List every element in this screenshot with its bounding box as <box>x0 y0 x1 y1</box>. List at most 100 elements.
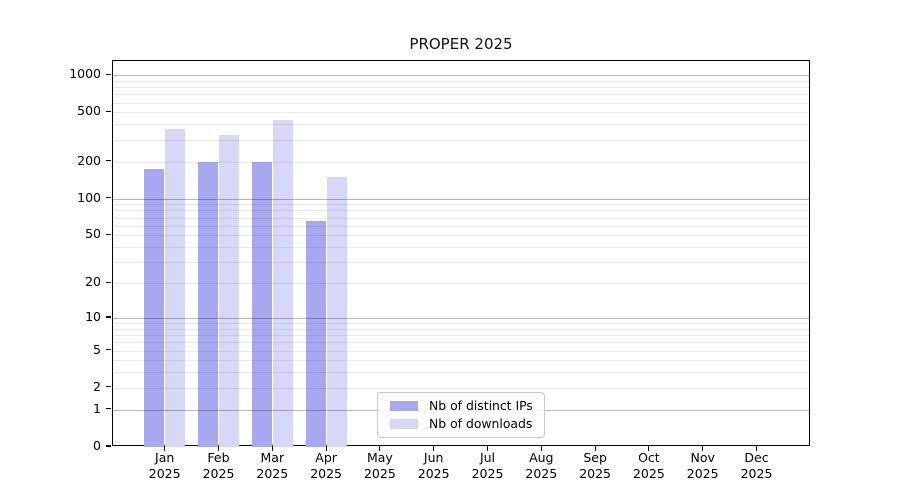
x-tick-mark <box>325 446 327 451</box>
y-tick-mark <box>106 316 111 318</box>
x-tick-mark <box>486 446 489 451</box>
x-tick-mark <box>540 446 542 451</box>
legend-swatch <box>390 401 418 411</box>
minor-gridline <box>113 80 809 82</box>
x-tick-month: Oct <box>638 450 660 465</box>
major-gridline <box>113 198 809 200</box>
x-tick-label: Jan 2025 <box>125 450 205 481</box>
y-tick-label: 0 <box>93 438 101 453</box>
y-tick-label: 2 <box>93 378 101 394</box>
x-tick-year: 2025 <box>579 465 611 481</box>
y-tick-mark <box>106 408 111 410</box>
minor-gridline <box>113 372 809 374</box>
x-tick-month: Jul <box>479 450 496 465</box>
minor-gridline <box>113 139 809 141</box>
x-tick-year: 2025 <box>417 465 450 481</box>
x-tick-mark <box>702 446 704 451</box>
x-tick-label: Oct 2025 <box>609 450 689 481</box>
bar-distinct-ips <box>198 161 218 447</box>
x-tick-label: Sep 2025 <box>555 450 635 481</box>
y-tick-label: 10 <box>85 308 101 324</box>
bar-downloads <box>165 128 186 447</box>
x-tick-mark <box>648 446 650 451</box>
legend-label: Nb of downloads <box>429 416 533 431</box>
x-tick-label: Apr 2025 <box>286 450 366 481</box>
y-tick-label: 20 <box>85 274 101 290</box>
x-tick-mark <box>164 446 166 451</box>
minor-gridline <box>113 335 809 337</box>
minor-gridline <box>113 124 809 126</box>
minor-gridline <box>113 102 809 104</box>
minor-gridline <box>113 247 809 249</box>
minor-gridline <box>113 323 809 325</box>
x-tick-month: Nov <box>690 450 715 465</box>
chart-title: PROPER 2025 <box>409 35 513 53</box>
legend-label: Nb of distinct IPs <box>429 398 533 413</box>
y-tick-label: 5 <box>93 341 101 357</box>
x-tick-label: May 2025 <box>340 450 420 481</box>
y-tick-mark <box>106 159 111 162</box>
y-tick-mark <box>106 386 111 388</box>
x-tick-mark <box>594 446 596 451</box>
bar-distinct-ips <box>251 161 272 447</box>
minor-gridline <box>113 94 809 96</box>
bar-distinct-ips <box>144 168 165 447</box>
minor-gridline <box>113 350 809 352</box>
x-tick-month: Apr <box>315 450 337 465</box>
x-tick-year: 2025 <box>148 465 181 481</box>
x-tick-mark <box>379 446 381 451</box>
minor-gridline <box>113 225 809 227</box>
bar-downloads <box>219 135 239 447</box>
legend-swatch <box>390 419 418 429</box>
x-tick-month: Sep <box>583 450 607 465</box>
x-tick-label: Dec 2025 <box>717 450 797 481</box>
minor-gridline <box>113 210 809 212</box>
y-tick-mark <box>106 445 111 447</box>
x-tick-month: Feb <box>207 450 230 465</box>
y-tick-label: 1000 <box>69 66 101 82</box>
x-tick-year: 2025 <box>686 465 719 481</box>
minor-gridline <box>113 262 809 264</box>
x-tick-mark <box>271 446 273 451</box>
y-tick-mark <box>106 281 111 283</box>
minor-gridline <box>113 387 809 389</box>
y-tick-mark <box>106 196 111 199</box>
x-tick-mark <box>433 446 435 451</box>
y-tick-label: 200 <box>77 152 101 168</box>
x-tick-month: May <box>366 450 393 465</box>
y-tick-label: 500 <box>77 103 101 119</box>
x-tick-month: Aug <box>529 450 554 465</box>
legend-item: Nb of downloads <box>384 417 538 431</box>
y-tick-mark <box>106 348 111 351</box>
y-tick-mark <box>106 73 111 75</box>
minor-gridline <box>113 235 809 237</box>
x-tick-label: Jul 2025 <box>448 450 528 481</box>
x-tick-year: 2025 <box>363 465 396 481</box>
x-tick-month: Mar <box>260 450 285 465</box>
x-tick-year: 2025 <box>740 465 773 481</box>
y-tick-mark <box>106 233 111 235</box>
x-tick-mark <box>217 446 220 451</box>
minor-gridline <box>113 283 809 285</box>
x-tick-year: 2025 <box>202 465 235 481</box>
x-tick-month: Jan <box>155 450 175 465</box>
minor-gridline <box>113 360 809 362</box>
x-tick-year: 2025 <box>310 465 342 481</box>
minor-gridline <box>113 328 809 330</box>
x-tick-month: Jun <box>423 450 444 465</box>
minor-gridline <box>113 161 809 163</box>
x-tick-mark <box>755 446 758 451</box>
minor-gridline <box>113 342 809 344</box>
major-gridline <box>113 75 809 77</box>
x-tick-label: Jun 2025 <box>394 450 474 481</box>
plot-area <box>112 60 810 447</box>
bar-downloads <box>326 176 347 447</box>
legend-item: Nb of distinct IPs <box>384 399 538 413</box>
x-tick-label: Aug 2025 <box>501 450 581 481</box>
bar-downloads <box>272 120 293 447</box>
major-gridline <box>113 317 809 319</box>
minor-gridline <box>113 87 809 89</box>
minor-gridline <box>113 112 809 114</box>
y-tick-mark <box>106 110 111 112</box>
